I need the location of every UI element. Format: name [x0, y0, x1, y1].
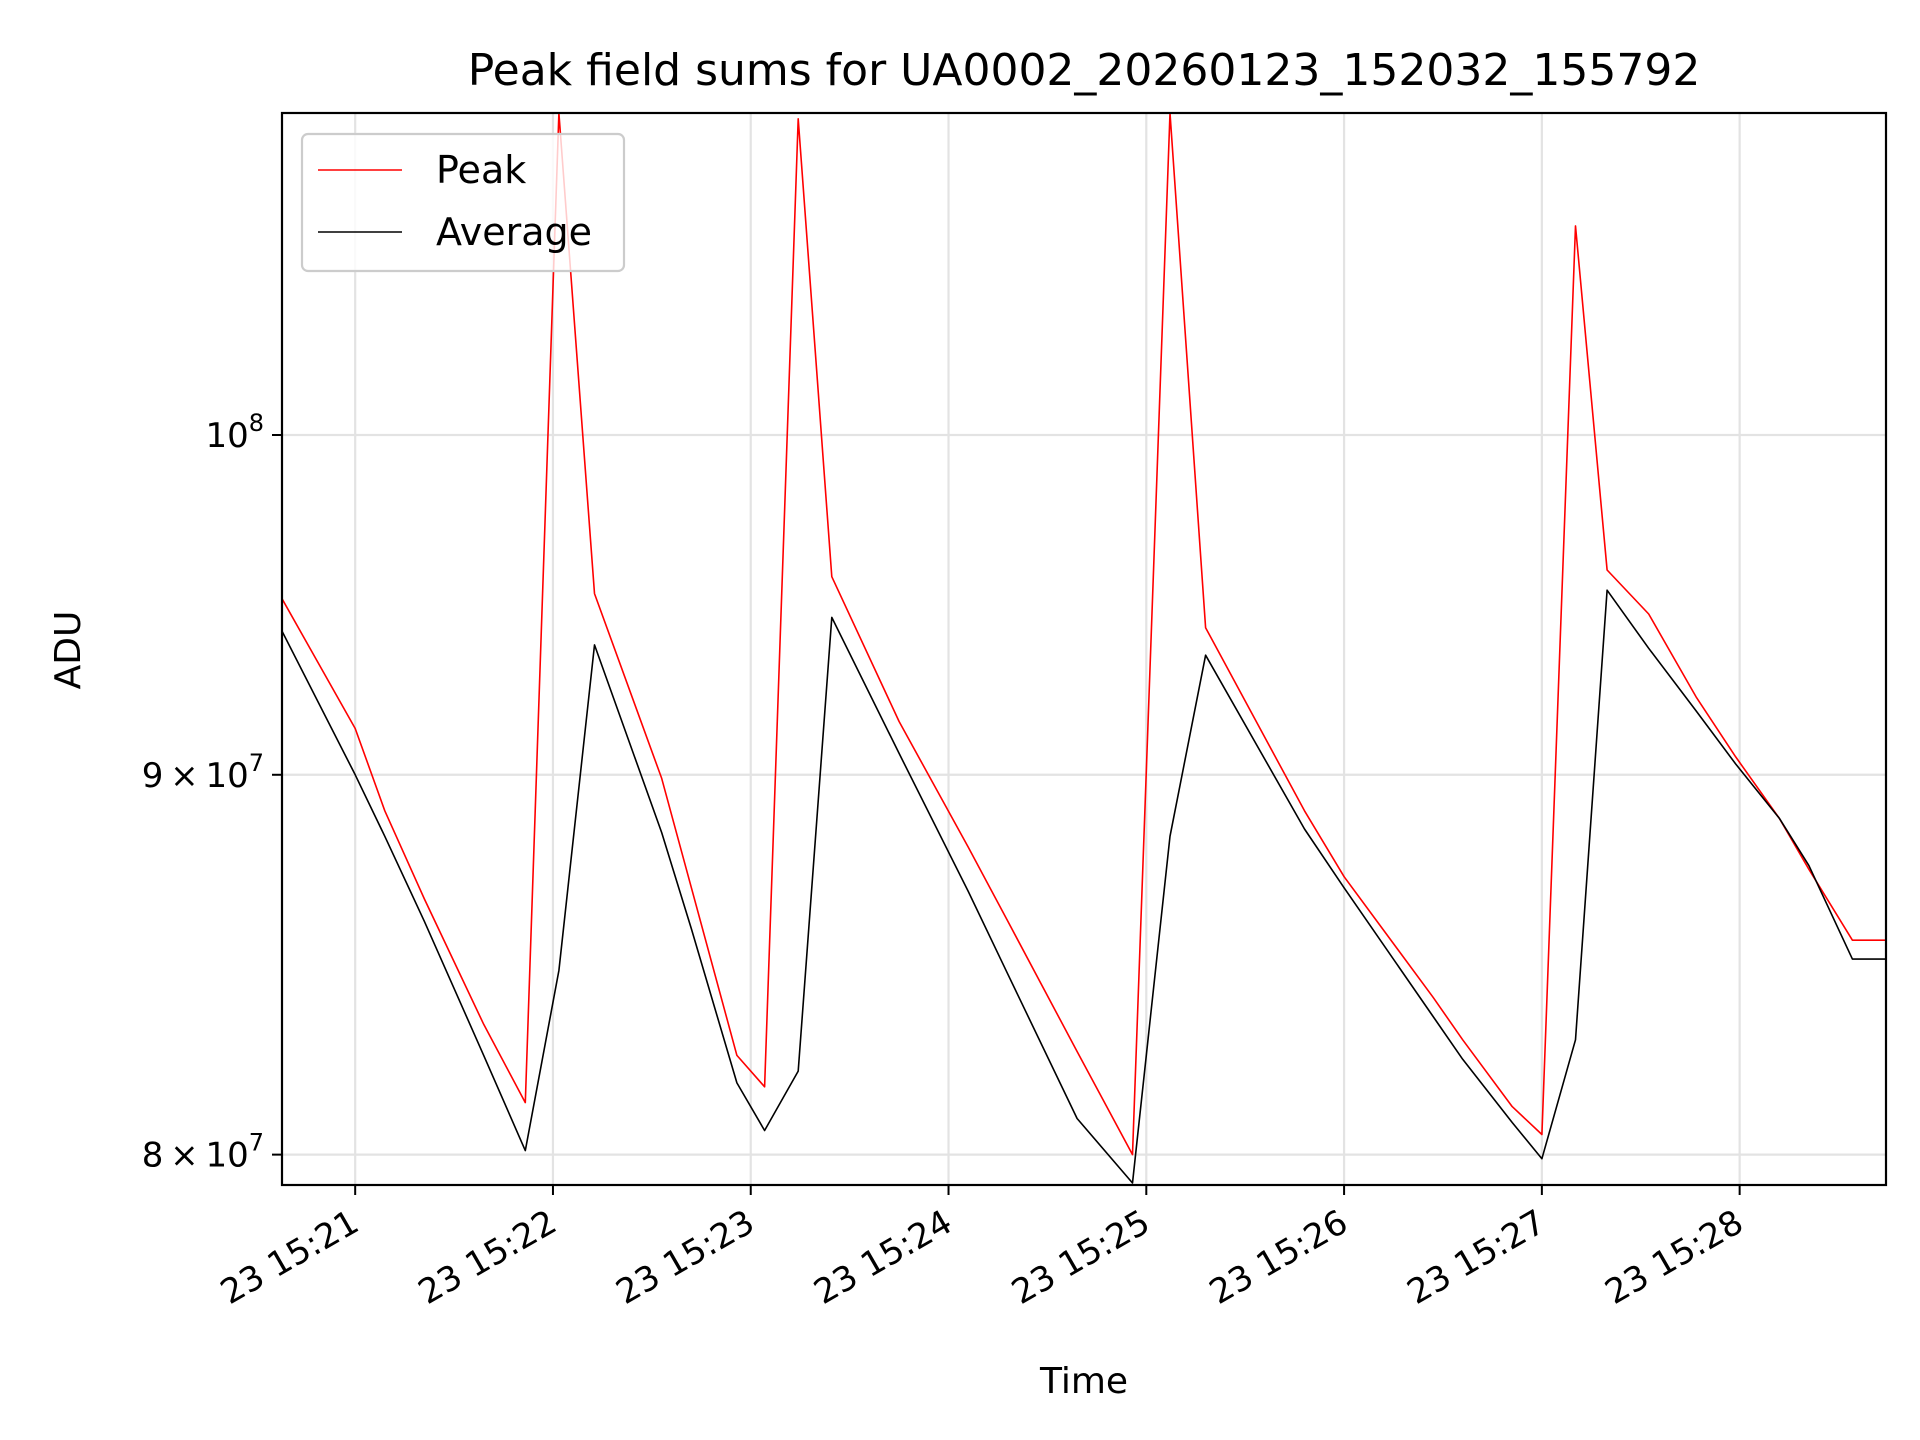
legend-label-average: Average — [436, 210, 592, 254]
y-axis-title: ADU — [48, 611, 89, 690]
x-axis-title: Time — [1039, 1361, 1128, 1402]
series-line-average — [281, 589, 1886, 1184]
plot-area-frame — [280, 111, 1888, 1187]
chart-title: Peak field sums for UA0002_20260123_1520… — [468, 45, 1701, 96]
y-tick-label: 9 × 107 — [142, 749, 264, 796]
legend: Peak Average — [300, 132, 626, 273]
series-line-peak — [281, 112, 1886, 1156]
y-tick-label: 108 — [205, 409, 264, 456]
y-axis: 8 × 107 9 × 107 108 — [142, 409, 282, 1176]
legend-box — [300, 132, 626, 273]
legend-label-peak: Peak — [436, 148, 526, 192]
y-tick-label: 8 × 107 — [142, 1129, 264, 1176]
plot-lines — [281, 112, 1886, 1184]
